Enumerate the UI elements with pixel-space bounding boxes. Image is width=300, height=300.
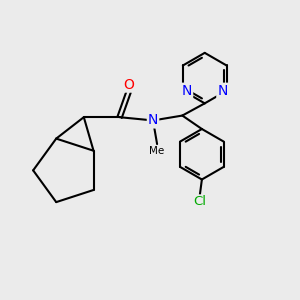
Text: N: N (217, 84, 228, 98)
Text: O: O (123, 78, 134, 92)
Text: N: N (182, 84, 192, 98)
Text: Cl: Cl (193, 195, 206, 208)
Text: Me: Me (149, 146, 165, 156)
Text: N: N (148, 113, 158, 128)
